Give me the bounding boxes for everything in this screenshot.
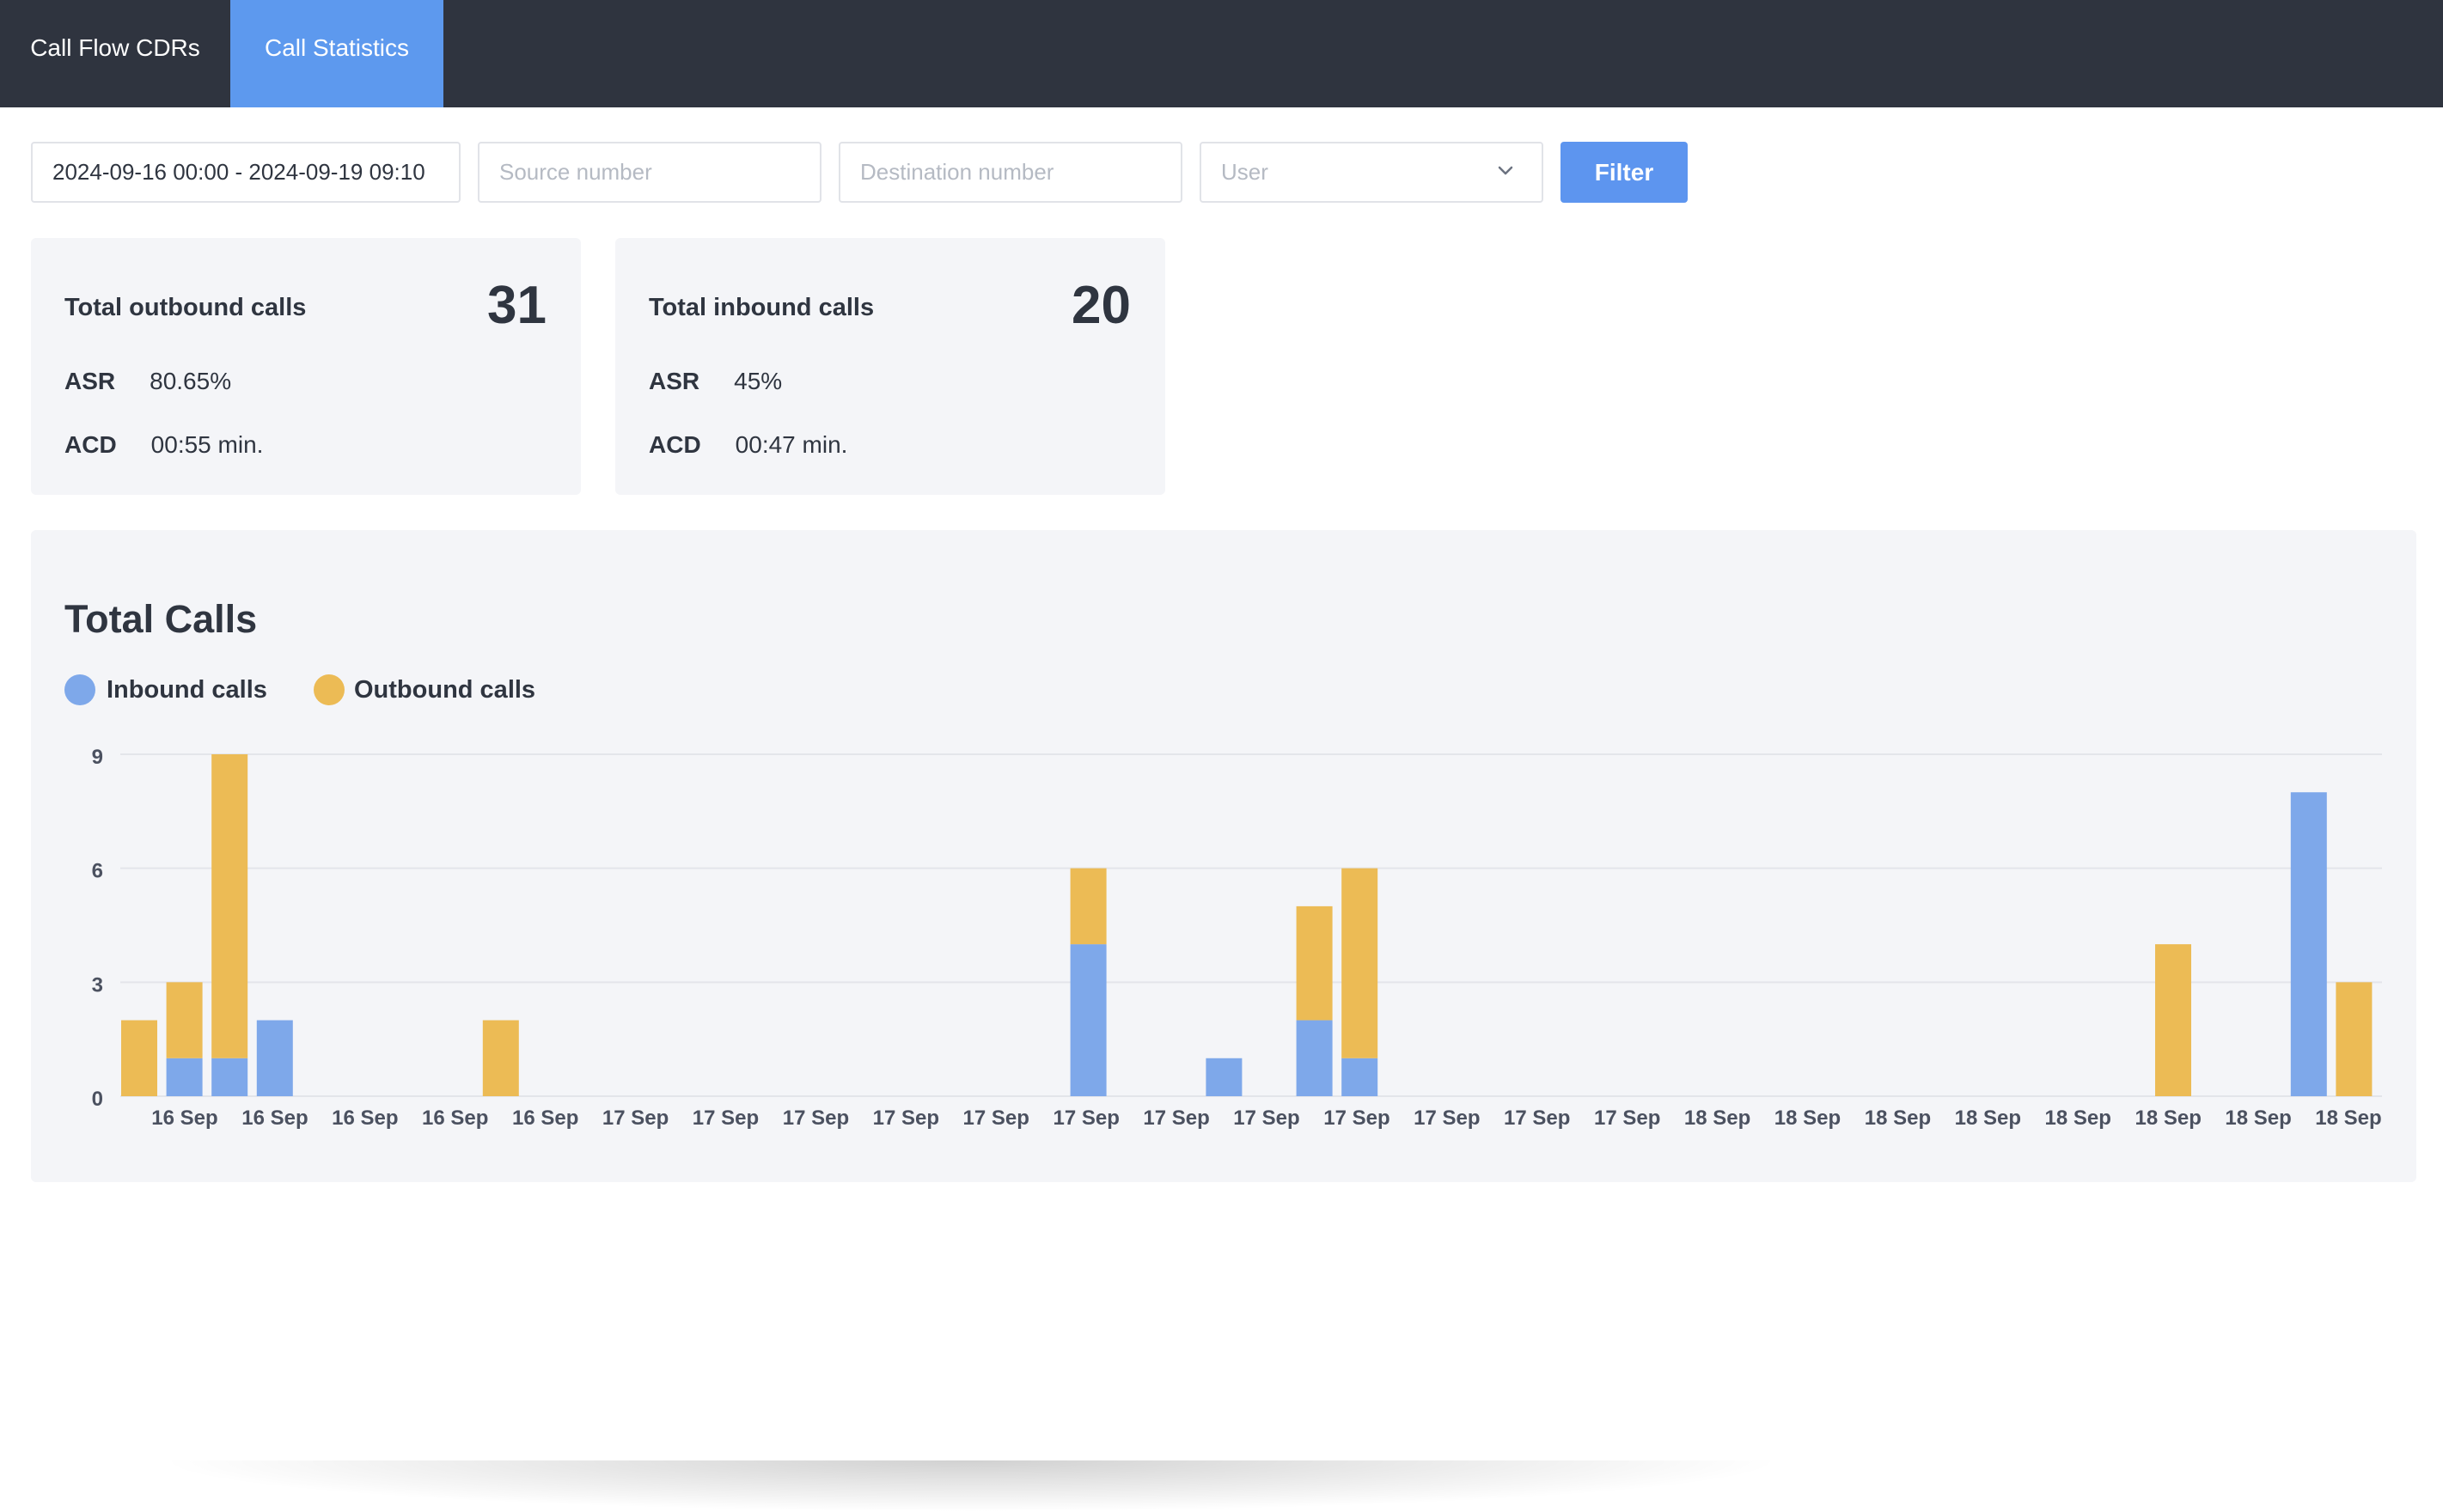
inbound-stats-card: Total inbound calls 20 ASR 45% ACD 00:47 m… <box>615 238 1165 495</box>
x-tick-label: 18 Sep <box>2045 1107 2111 1130</box>
outbound-asr-value: 80.65% <box>150 368 232 394</box>
x-tick-label: 17 Sep <box>783 1107 849 1130</box>
top-nav: Call Flow CDRs Call Statistics <box>0 0 2443 107</box>
bar-outbound <box>2155 944 2191 1096</box>
y-tick-label: 6 <box>92 860 103 883</box>
bar-outbound <box>2336 982 2373 1096</box>
y-tick-label: 9 <box>92 746 103 769</box>
total-calls-chart: 0 3 6 9 16 Sep 16 Sep 16 Sep 16 Sep 16 Sep 17 Sep… <box>92 746 2382 1130</box>
x-tick-label: 17 Sep <box>693 1107 759 1130</box>
chart-title: Total Calls <box>64 597 258 641</box>
asr-label: ASR <box>64 368 116 394</box>
legend-inbound-label[interactable]: Inbound calls <box>107 676 267 704</box>
bar-outbound <box>121 1020 157 1096</box>
x-tick-label: 16 Sep <box>241 1107 308 1130</box>
x-tick-label: 17 Sep <box>1053 1107 1119 1130</box>
outbound-acd: ACD 00:55 min. <box>64 431 263 459</box>
x-tick-label: 17 Sep <box>1233 1107 1299 1130</box>
outbound-card-title: Total outbound calls <box>64 294 307 321</box>
inbound-total: 20 <box>1072 276 1131 335</box>
date-range-input[interactable] <box>31 142 461 203</box>
chevron-down-icon <box>1498 166 1513 175</box>
bar-inbound <box>1341 1058 1378 1096</box>
x-tick-label: 17 Sep <box>1594 1107 1660 1130</box>
bar-inbound <box>1206 1058 1243 1096</box>
x-tick-label: 18 Sep <box>1955 1107 2021 1130</box>
bar-inbound <box>211 1058 248 1096</box>
bar-outbound <box>211 754 248 1058</box>
bottom-shadow <box>155 1460 1787 1512</box>
filter-button[interactable]: Filter <box>1560 142 1688 203</box>
inbound-asr: ASR 45% <box>649 368 782 395</box>
tab-call-statistics[interactable]: Call Statistics <box>230 0 443 107</box>
x-tick-label: 18 Sep <box>2135 1107 2201 1130</box>
x-tick-label: 17 Sep <box>1143 1107 1209 1130</box>
bar-inbound <box>166 1058 203 1096</box>
x-tick-label: 17 Sep <box>1414 1107 1480 1130</box>
bar-inbound <box>256 1020 293 1096</box>
bar-outbound <box>1341 868 1378 1058</box>
y-tick-label: 3 <box>92 973 103 997</box>
x-tick-label: 17 Sep <box>873 1107 939 1130</box>
total-calls-panel: Total Calls Inbound calls Outbound calls… <box>31 530 2416 1182</box>
x-tick-label: 17 Sep <box>963 1107 1029 1130</box>
x-tick-label: 17 Sep <box>1323 1107 1389 1130</box>
x-tick-label: 18 Sep <box>2225 1107 2291 1130</box>
bar-outbound <box>1070 868 1107 945</box>
x-tick-label: 17 Sep <box>1504 1107 1570 1130</box>
bar-inbound <box>2290 792 2327 1096</box>
x-tick-label: 16 Sep <box>422 1107 488 1130</box>
source-number-input[interactable] <box>478 142 821 203</box>
x-tick-label: 18 Sep <box>2315 1107 2381 1130</box>
bar-outbound <box>1296 905 1333 1021</box>
user-select[interactable]: User <box>1200 142 1543 203</box>
x-tick-label: 16 Sep <box>332 1107 398 1130</box>
legend-outbound-dot <box>314 674 345 705</box>
destination-number-input[interactable] <box>839 142 1182 203</box>
y-tick-label: 0 <box>92 1088 103 1111</box>
outbound-stats-card: Total outbound calls 31 ASR 80.65% ACD 00:… <box>31 238 581 495</box>
user-select-placeholder: User <box>1221 159 1268 185</box>
x-tick-label: 18 Sep <box>1865 1107 1931 1130</box>
bar-inbound <box>1070 944 1107 1096</box>
legend-outbound-label[interactable]: Outbound calls <box>354 676 536 704</box>
x-tick-label: 18 Sep <box>1684 1107 1750 1130</box>
outbound-acd-value: 00:55 min. <box>150 431 264 458</box>
bar-inbound <box>1296 1020 1333 1096</box>
asr-label: ASR <box>649 368 700 394</box>
inbound-asr-value: 45% <box>734 368 783 394</box>
x-tick-label: 16 Sep <box>512 1107 578 1130</box>
x-tick-label: 18 Sep <box>1774 1107 1841 1130</box>
acd-label: ACD <box>64 431 117 458</box>
bar-outbound <box>166 982 203 1058</box>
x-tick-label: 16 Sep <box>151 1107 217 1130</box>
legend-inbound-dot <box>64 674 95 705</box>
inbound-acd-value: 00:47 min. <box>735 431 848 458</box>
outbound-asr: ASR 80.65% <box>64 368 231 395</box>
inbound-acd: ACD 00:47 min. <box>649 431 847 459</box>
x-tick-label: 17 Sep <box>602 1107 669 1130</box>
tab-call-flow-cdrs[interactable]: Call Flow CDRs <box>30 34 200 61</box>
outbound-total: 31 <box>487 276 547 335</box>
acd-label: ACD <box>649 431 701 458</box>
inbound-card-title: Total inbound calls <box>649 294 875 321</box>
bar-outbound <box>482 1020 519 1096</box>
